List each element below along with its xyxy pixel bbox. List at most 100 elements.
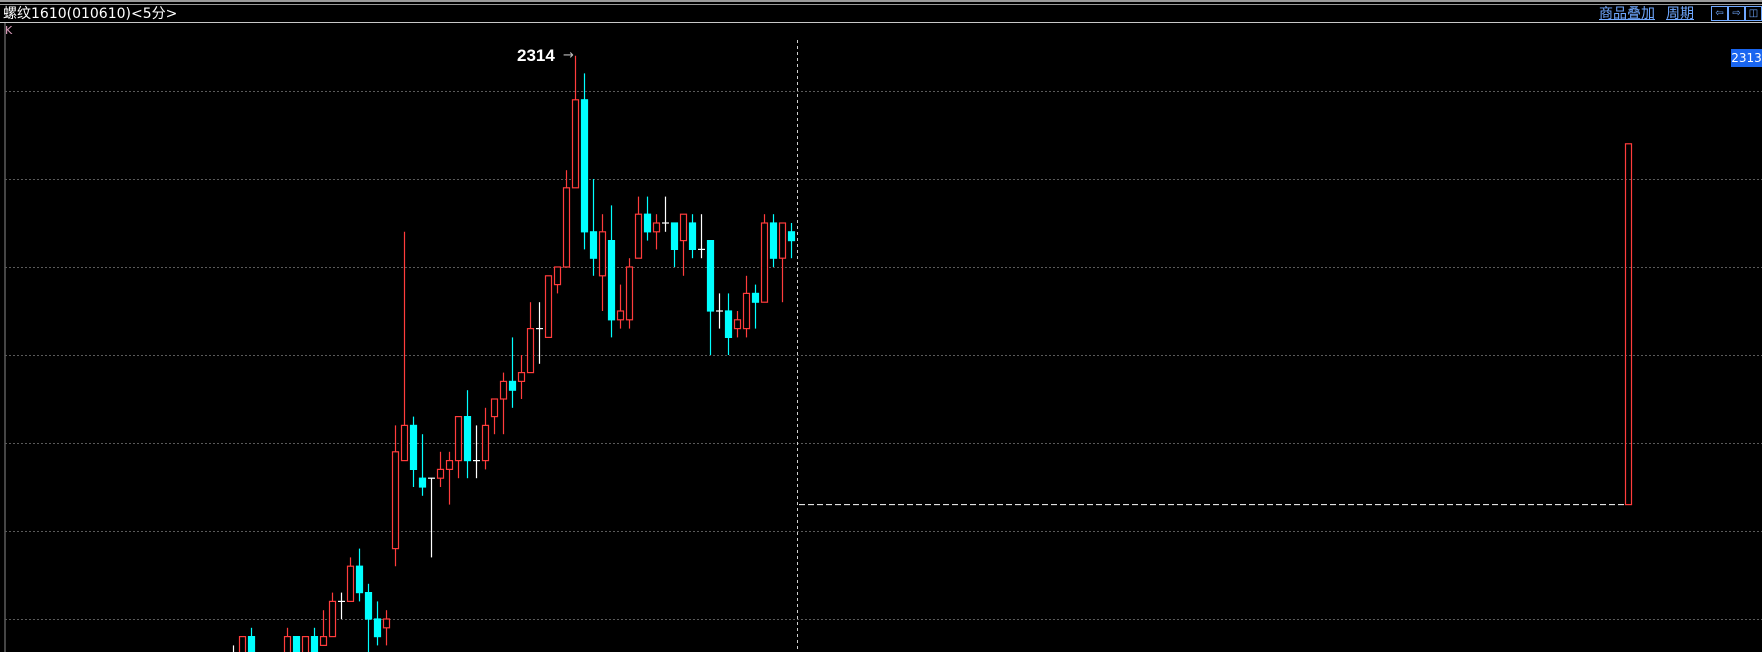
candle — [355, 548, 364, 602]
candle-body — [436, 468, 445, 479]
candle — [716, 293, 723, 329]
candle-body — [571, 99, 580, 189]
chart-extras — [799, 143, 1633, 506]
candle-body — [742, 292, 751, 330]
candle-body — [598, 231, 607, 277]
scroll-right-button[interactable]: ⇨ — [1728, 6, 1745, 21]
arrow-left-icon: ⇦ — [1715, 8, 1724, 19]
window-top-border — [0, 0, 1762, 2]
candle — [625, 258, 634, 329]
candle — [238, 635, 247, 652]
candle — [778, 222, 787, 303]
candle-body — [544, 275, 553, 338]
candle-body — [733, 319, 742, 330]
candle-body — [751, 292, 760, 303]
candle — [247, 627, 256, 652]
candle — [338, 592, 345, 619]
scroll-left-button[interactable]: ⇦ — [1711, 6, 1728, 21]
candle-body — [787, 231, 796, 242]
candle — [724, 293, 733, 355]
candle-body — [607, 240, 616, 321]
candle-body — [301, 635, 310, 652]
candle — [536, 302, 543, 364]
candle — [787, 223, 796, 259]
candle-body — [616, 310, 625, 321]
current-price-tag: 2313 — [1731, 49, 1762, 67]
chart-title: 螺纹1610(010610)<5分> — [3, 6, 178, 22]
period-link[interactable]: 周期 — [1666, 6, 1694, 22]
candle — [409, 416, 418, 487]
candle — [580, 73, 589, 250]
candle-body — [652, 222, 661, 233]
candle-body — [778, 222, 787, 259]
candle — [310, 627, 319, 652]
candle — [598, 214, 607, 311]
candle — [328, 592, 337, 638]
candle-body — [580, 99, 589, 233]
candle — [301, 635, 310, 652]
candle — [473, 425, 480, 479]
candle-body — [499, 380, 508, 400]
candle — [319, 610, 328, 646]
candle — [400, 231, 409, 462]
candle-body — [670, 222, 679, 250]
arrow-right-icon: ⇨ — [1732, 8, 1741, 19]
period-high-arrow-icon: → — [563, 47, 574, 63]
candle — [553, 266, 562, 294]
candle-body — [769, 222, 778, 259]
gridlines — [5, 91, 1762, 620]
candle — [499, 372, 508, 435]
candle — [571, 55, 580, 189]
candle — [490, 398, 499, 435]
titlebar-divider — [0, 22, 1762, 23]
candle-body — [724, 310, 733, 338]
candle — [526, 302, 535, 374]
candle — [391, 425, 400, 567]
candle-body — [454, 416, 463, 462]
candle-body — [364, 591, 373, 620]
candle-body — [553, 266, 562, 286]
period-high-label: 2314 — [517, 45, 555, 65]
marker-bar — [1624, 143, 1633, 506]
candle — [698, 214, 705, 259]
candle-body — [418, 477, 427, 488]
candle — [445, 451, 454, 505]
candle — [346, 557, 355, 603]
panel-icon: ◫ — [1748, 8, 1759, 19]
candle-body — [490, 398, 499, 418]
candle — [562, 170, 571, 268]
candle — [616, 284, 625, 329]
candle — [292, 635, 301, 652]
candle-body — [346, 565, 355, 603]
candle-body — [400, 424, 409, 462]
candle-body — [463, 416, 472, 462]
candle-body — [508, 380, 517, 391]
candle-body — [328, 600, 337, 638]
candle — [517, 355, 526, 399]
candle-body — [391, 451, 400, 550]
candle-body — [310, 635, 319, 652]
candle — [670, 222, 679, 267]
candle — [382, 610, 391, 646]
window-top-border-inner — [0, 4, 1762, 5]
candle — [232, 645, 235, 652]
candle — [679, 213, 688, 276]
candle-body — [382, 618, 391, 629]
candle — [418, 434, 427, 496]
candle — [662, 196, 669, 232]
candle — [589, 179, 598, 276]
candle-body — [760, 222, 769, 303]
candle — [643, 196, 652, 241]
candle — [652, 214, 661, 250]
overlay-commodity-link[interactable]: 商品叠加 — [1599, 6, 1655, 22]
candle-body — [445, 460, 454, 471]
candle — [481, 407, 490, 470]
candle-body — [283, 635, 292, 652]
candle-body — [625, 266, 634, 321]
chart-type-label: K — [5, 24, 13, 37]
candle — [454, 416, 463, 479]
candle — [769, 214, 778, 267]
candle-body — [373, 618, 382, 638]
candle-body — [319, 635, 328, 646]
